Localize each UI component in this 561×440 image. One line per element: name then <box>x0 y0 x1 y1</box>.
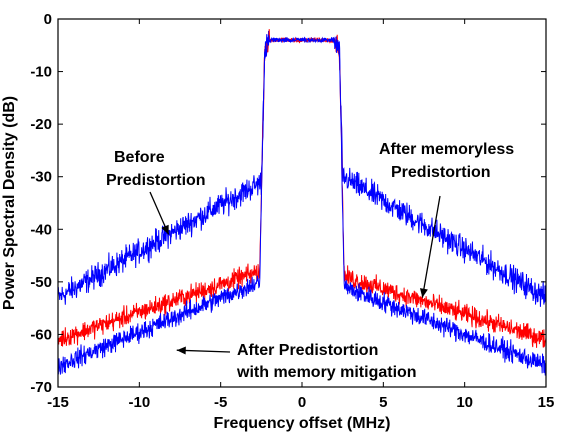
x-tick-label: 15 <box>538 394 555 411</box>
y-tick-label: -40 <box>30 221 52 238</box>
x-tick-label: -10 <box>128 394 150 411</box>
psd-series-line-2 <box>57 35 547 376</box>
x-tick-label: 0 <box>298 394 306 411</box>
x-tick-label: -15 <box>47 394 69 411</box>
y-tick-label: -10 <box>30 64 52 81</box>
annotation-label-line: Predistortion <box>391 164 491 181</box>
y-tick-label: -50 <box>30 274 52 291</box>
annotation-layer: Before Predistortion After memoryless Predi… <box>106 141 514 381</box>
y-tick-label: -70 <box>30 379 52 396</box>
x-axis-label: Frequency offset (MHz) <box>214 415 391 432</box>
y-axis-label: Power Spectral Density (dB) <box>1 96 18 310</box>
series-layer <box>57 29 547 376</box>
axis-layer: -15 -10 -5 0 5 10 150-10-20-30-40-50-60-70 <box>30 11 554 411</box>
annotation-label-line: Before <box>114 149 165 166</box>
annotation-arrow-head <box>419 288 428 298</box>
annotation-label-line: with memory mitigation <box>236 364 417 381</box>
x-tick-label: 10 <box>456 394 473 411</box>
annotation-label-line: After memoryless <box>379 141 514 158</box>
annotation-arrow-line <box>421 195 441 298</box>
x-tick-label: -5 <box>214 394 227 411</box>
x-tick-label: 5 <box>379 394 387 411</box>
annotation-label-line: After Predistortion <box>237 342 378 359</box>
y-tick-label: 0 <box>44 11 52 28</box>
annotation-label-line: Predistortion <box>106 172 206 189</box>
y-tick-label: -20 <box>30 116 52 133</box>
y-tick-label: -30 <box>30 169 52 186</box>
y-tick-label: -60 <box>30 326 52 343</box>
annotation-arrow-head <box>176 346 186 355</box>
annotation-arrow-head <box>161 224 169 235</box>
